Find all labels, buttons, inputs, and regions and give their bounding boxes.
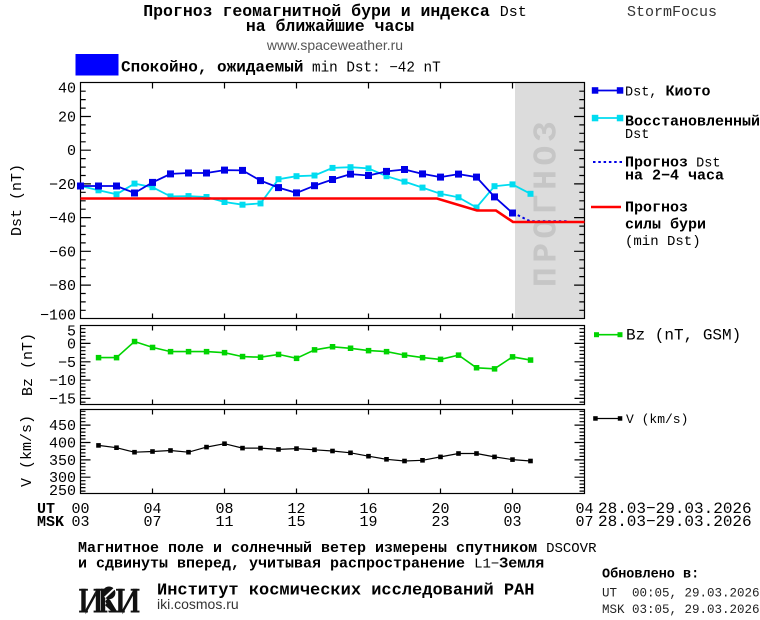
svg-text:07: 07 bbox=[143, 514, 161, 531]
svg-text:Bz (nT): Bz (nT) bbox=[20, 333, 37, 396]
svg-text:Институт космических исследова: Институт космических исследований РАН bbox=[157, 582, 534, 601]
svg-text:на ближайшие часы: на ближайшие часы bbox=[246, 17, 414, 36]
svg-text:250: 250 bbox=[49, 483, 76, 500]
svg-text:0: 0 bbox=[67, 336, 76, 353]
svg-text:−15: −15 bbox=[49, 391, 76, 408]
svg-text:28.03−29.03.2026: 28.03−29.03.2026 bbox=[598, 513, 752, 531]
svg-text:V (km/s): V (km/s) bbox=[19, 415, 36, 487]
svg-text:ПРОГНОЗ: ПРОГНОЗ bbox=[529, 117, 566, 287]
svg-text:00: 00 bbox=[71, 501, 89, 518]
svg-text:04: 04 bbox=[143, 501, 161, 518]
svg-text:Восстановленный: Восстановленный bbox=[625, 114, 760, 131]
svg-text:и сдвинуты вперед, учитывая ра: и сдвинуты вперед, учитывая распростране… bbox=[78, 556, 544, 573]
svg-text:03: 03 bbox=[503, 514, 521, 531]
svg-text:(min Dst): (min Dst) bbox=[625, 234, 701, 250]
svg-text:−100: −100 bbox=[40, 307, 76, 324]
svg-text:−10: −10 bbox=[49, 373, 76, 390]
svg-text:силы бури: силы бури bbox=[625, 217, 706, 234]
svg-text:−40: −40 bbox=[49, 211, 76, 228]
svg-text:Магнитное поле и солнечный вет: Магнитное поле и солнечный ветер измерен… bbox=[78, 540, 597, 557]
svg-text:04: 04 bbox=[575, 501, 593, 518]
svg-text:StormFocus: StormFocus bbox=[627, 4, 717, 21]
svg-text:iki.cosmos.ru: iki.cosmos.ru bbox=[157, 596, 239, 612]
svg-text:300: 300 bbox=[49, 470, 76, 487]
svg-text:20: 20 bbox=[58, 110, 76, 127]
svg-text:Прогноз: Прогноз bbox=[625, 200, 688, 217]
svg-text:15: 15 bbox=[287, 514, 305, 531]
svg-text:V (km/s): V (km/s) bbox=[626, 412, 688, 427]
svg-text:−5: −5 bbox=[58, 355, 76, 372]
svg-text:UT 00:05, 29.03.2026: UT 00:05, 29.03.2026 bbox=[602, 587, 760, 601]
svg-text:Dst, Киото: Dst, Киото bbox=[625, 84, 711, 101]
svg-text:−60: −60 bbox=[49, 244, 76, 261]
svg-text:Прогноз геомагнитной бури и ин: Прогноз геомагнитной бури и индекса Dst bbox=[143, 2, 526, 21]
svg-text:Bz (nT, GSM): Bz (nT, GSM) bbox=[626, 327, 741, 345]
svg-text:на 2−4 часа: на 2−4 часа bbox=[625, 168, 724, 185]
svg-text:40: 40 bbox=[58, 80, 76, 97]
svg-text:08: 08 bbox=[215, 501, 233, 518]
svg-text:Обновлено в:: Обновлено в: bbox=[602, 567, 699, 583]
svg-text:16: 16 bbox=[359, 501, 377, 518]
svg-text:450: 450 bbox=[49, 418, 76, 435]
svg-text:MSK: MSK bbox=[37, 514, 64, 531]
svg-text:www.spaceweather.ru: www.spaceweather.ru bbox=[266, 37, 403, 53]
svg-text:11: 11 bbox=[215, 514, 233, 531]
svg-text:350: 350 bbox=[49, 453, 76, 470]
svg-text:28.03−29.03.2026: 28.03−29.03.2026 bbox=[598, 500, 752, 518]
svg-text:Dst: Dst bbox=[625, 128, 649, 143]
svg-text:Dst (nT): Dst (nT) bbox=[9, 164, 26, 236]
svg-text:12: 12 bbox=[287, 501, 305, 518]
svg-text:07: 07 bbox=[575, 514, 593, 531]
svg-text:00: 00 bbox=[503, 501, 521, 518]
svg-text:−20: −20 bbox=[49, 177, 76, 194]
svg-text:19: 19 bbox=[359, 514, 377, 531]
svg-text:Прогноз Dst: Прогноз Dst bbox=[625, 155, 720, 172]
svg-text:MSK 03:05, 29.03.2026: MSK 03:05, 29.03.2026 bbox=[602, 603, 760, 617]
svg-text:23: 23 bbox=[431, 514, 449, 531]
svg-text:0: 0 bbox=[67, 143, 76, 160]
svg-text:03: 03 bbox=[71, 514, 89, 531]
svg-text:UT: UT bbox=[37, 501, 55, 518]
svg-text:Спокойно, ожидаемый min Dst: −: Спокойно, ожидаемый min Dst: −42 nT bbox=[121, 59, 441, 77]
svg-text:−80: −80 bbox=[49, 278, 76, 295]
svg-text:20: 20 bbox=[431, 501, 449, 518]
svg-text:5: 5 bbox=[67, 323, 76, 340]
svg-text:400: 400 bbox=[49, 436, 76, 453]
